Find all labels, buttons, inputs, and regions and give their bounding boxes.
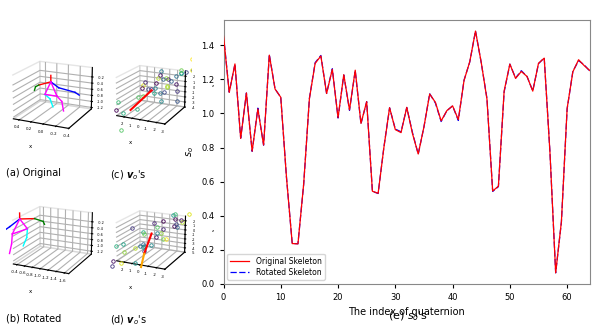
Rotated Skeleton — [472, 29, 479, 33]
Text: (c) $\boldsymbol{v}_o$'s: (c) $\boldsymbol{v}_o$'s — [110, 168, 147, 182]
Original Skeleton — [374, 191, 381, 195]
Original Skeleton — [472, 29, 479, 33]
Text: (b) Rotated: (b) Rotated — [6, 314, 61, 323]
Line: Original Skeleton: Original Skeleton — [224, 31, 590, 273]
X-axis label: x: x — [29, 144, 32, 149]
X-axis label: x: x — [29, 289, 32, 294]
Text: (d) $\boldsymbol{v}_o$'s: (d) $\boldsymbol{v}_o$'s — [110, 314, 147, 327]
X-axis label: x: x — [129, 285, 132, 290]
Rotated Skeleton — [586, 70, 594, 74]
Rotated Skeleton — [409, 131, 416, 135]
Rotated Skeleton — [220, 33, 227, 37]
Text: (e) $s_o$'s: (e) $s_o$'s — [388, 310, 429, 323]
Text: (a) Original: (a) Original — [6, 168, 61, 178]
Legend: Original Skeleton, Rotated Skeleton: Original Skeleton, Rotated Skeleton — [227, 253, 324, 280]
Original Skeleton — [306, 97, 313, 101]
Original Skeleton — [541, 56, 548, 60]
Rotated Skeleton — [306, 96, 313, 100]
Original Skeleton — [329, 67, 336, 71]
Original Skeleton — [220, 34, 227, 38]
Original Skeleton — [586, 69, 594, 73]
Original Skeleton — [575, 58, 582, 62]
Rotated Skeleton — [329, 67, 336, 71]
Y-axis label: $s_o$: $s_o$ — [184, 146, 195, 157]
Line: Rotated Skeleton: Rotated Skeleton — [224, 31, 590, 273]
Rotated Skeleton — [374, 191, 381, 195]
Original Skeleton — [409, 132, 416, 136]
Rotated Skeleton — [541, 56, 548, 60]
Rotated Skeleton — [575, 59, 582, 63]
X-axis label: x: x — [129, 140, 132, 145]
Rotated Skeleton — [552, 271, 559, 275]
Original Skeleton — [552, 271, 559, 275]
X-axis label: The index of quaternion: The index of quaternion — [349, 307, 465, 317]
